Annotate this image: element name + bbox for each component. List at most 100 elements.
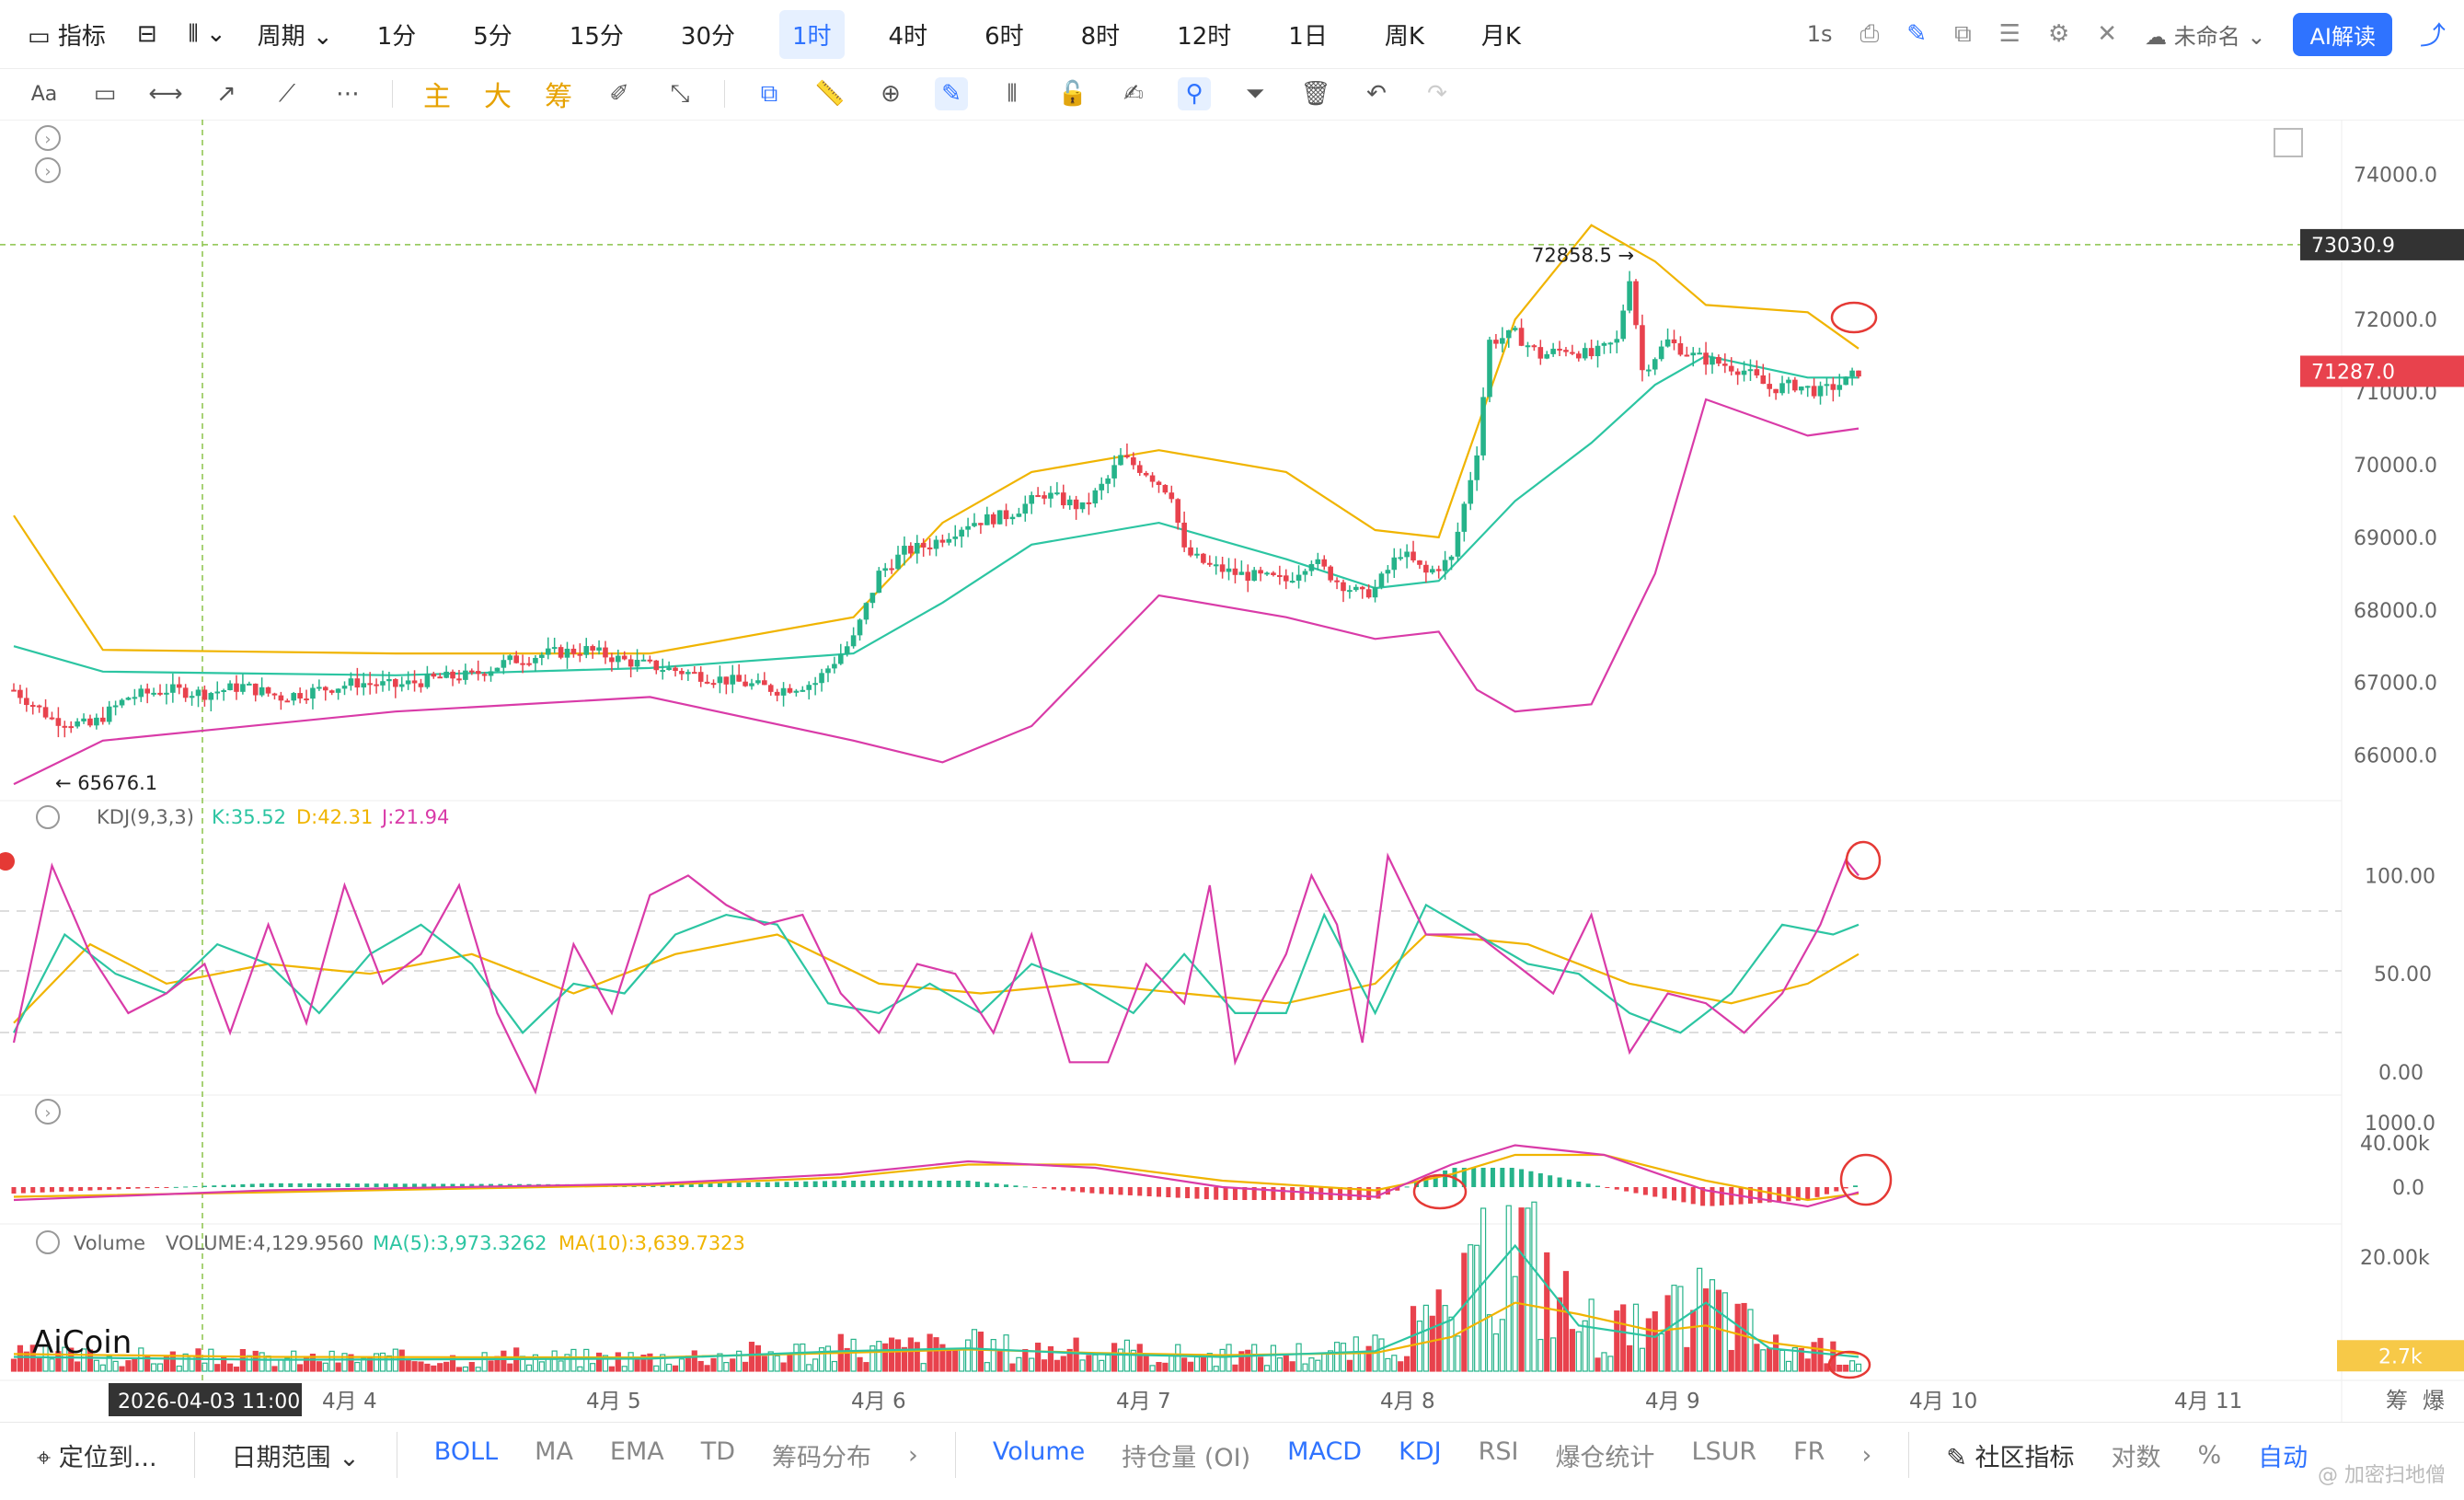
main-indicator-0[interactable]: BOLL xyxy=(433,1437,499,1466)
volume-bar xyxy=(959,1349,965,1372)
measure-icon[interactable]: ⤡ xyxy=(670,79,690,108)
camera-icon[interactable]: ⎙ xyxy=(1860,19,1880,48)
list-icon[interactable]: ☰ xyxy=(1998,20,2021,48)
sub-indicator-5[interactable]: 爆仓统计 xyxy=(1555,1443,1655,1472)
chart-type-icon[interactable]: ⫴ ⌄ xyxy=(188,19,226,48)
zoom-icon[interactable]: ⊕ xyxy=(881,80,901,108)
trash-icon[interactable]: 🗑 xyxy=(1300,80,1331,108)
trend-line-icon[interactable]: ⟋ xyxy=(278,79,296,108)
sub-indicator-0[interactable]: Volume xyxy=(992,1437,1086,1466)
candle-body xyxy=(1843,376,1848,386)
candle-body xyxy=(1213,564,1219,567)
gear-icon[interactable]: ⚙ xyxy=(2047,20,2070,48)
percent-toggle[interactable]: % xyxy=(2197,1440,2222,1470)
layout-name[interactable]: ☁ 未命名 ⌄ xyxy=(2145,23,2266,50)
redo-icon[interactable]: ↷ xyxy=(1427,80,1447,108)
period-dropdown[interactable]: 周期 ⌄ xyxy=(257,22,333,51)
fullscreen-icon[interactable] xyxy=(2274,128,2303,157)
collapse-icon[interactable]: › xyxy=(35,125,61,151)
main-indicator-4[interactable]: 筹码分布 xyxy=(772,1443,872,1472)
ai-explain-button[interactable]: AI解读 xyxy=(2293,12,2392,56)
candlestick-chart[interactable]: › › › 74000.073000.072000.071000.070000.… xyxy=(0,120,2464,1422)
period-2[interactable]: 15分 xyxy=(569,22,624,51)
period-9[interactable]: 1日 xyxy=(1288,22,1328,51)
sub-indicator-4[interactable]: RSI xyxy=(1478,1437,1519,1466)
more-main-icon[interactable]: › xyxy=(908,1440,918,1470)
volume-bar xyxy=(316,1361,322,1372)
more-tools-icon[interactable]: ⋯ xyxy=(336,80,360,108)
share-icon[interactable]: ⤴ xyxy=(2419,20,2446,51)
sub-indicator-3[interactable]: KDJ xyxy=(1399,1437,1442,1466)
kdj-title: KDJ(9,3,3) xyxy=(97,806,194,828)
kdj-tick: 100.00 xyxy=(2365,865,2435,888)
more-sub-icon[interactable]: › xyxy=(1861,1440,1872,1470)
ray-tool-icon[interactable]: ↗ xyxy=(216,80,236,108)
candle-body xyxy=(1066,499,1073,506)
last-price-box xyxy=(2300,355,2464,387)
sub-indicator-2[interactable]: MACD xyxy=(1287,1437,1363,1466)
period-3[interactable]: 30分 xyxy=(680,22,735,51)
main-indicator-3[interactable]: TD xyxy=(700,1437,736,1466)
community-indicator-button[interactable]: ✎ 社区指标 xyxy=(1946,1443,2075,1472)
lock-icon[interactable]: 🔓 xyxy=(1057,80,1088,108)
volume-bar xyxy=(876,1341,882,1372)
collapse-icon[interactable]: › xyxy=(35,157,61,183)
period-11[interactable]: 月K xyxy=(1480,22,1521,51)
main-force-button[interactable]: 主 xyxy=(423,81,451,113)
copy-icon[interactable]: ⧉ xyxy=(760,79,778,108)
period-4[interactable]: 1时 xyxy=(779,9,845,59)
indicator-button[interactable]: ▭ 指标 xyxy=(28,22,106,51)
pencil-icon[interactable]: ✎ xyxy=(1906,20,1928,48)
brush-icon[interactable]: ✎ xyxy=(935,77,968,110)
volume-bar xyxy=(691,1350,697,1372)
horizontal-line-icon[interactable]: ⟷ xyxy=(148,80,183,108)
refresh-interval[interactable]: 1s xyxy=(1806,21,1833,47)
candle-body xyxy=(717,676,723,684)
period-8[interactable]: 12时 xyxy=(1177,22,1232,51)
sub-indicator-6[interactable]: LSUR xyxy=(1691,1437,1757,1466)
macd-histogram-bar xyxy=(812,1181,818,1187)
crosshair-price-box xyxy=(2300,228,2464,260)
big-order-button[interactable]: 大 xyxy=(484,81,512,113)
volume-bar xyxy=(151,1363,157,1372)
candle-body xyxy=(1391,557,1398,571)
candle-body xyxy=(920,542,927,548)
collapse-icon[interactable]: ✕ xyxy=(2097,20,2118,48)
sub-indicator-7[interactable]: FR xyxy=(1793,1437,1825,1466)
auto-toggle[interactable]: 自动 xyxy=(2258,1443,2309,1472)
collapse-icon[interactable]: › xyxy=(35,1099,61,1125)
period-0[interactable]: 1分 xyxy=(376,22,417,51)
main-indicator-2[interactable]: EMA xyxy=(609,1437,664,1466)
main-indicator-1[interactable]: MA xyxy=(535,1437,573,1466)
undo-icon[interactable]: ↶ xyxy=(1366,80,1387,108)
candle-body xyxy=(1054,492,1060,495)
candle-body xyxy=(1308,563,1315,571)
draw-icon[interactable]: ✐ xyxy=(609,80,629,108)
note-icon[interactable]: ✍ xyxy=(1123,80,1144,108)
magnet-icon[interactable]: ⚲ xyxy=(1178,77,1211,110)
sub-indicator-1[interactable]: 持仓量 (OI) xyxy=(1122,1443,1251,1472)
period-6[interactable]: 6时 xyxy=(984,22,1024,51)
macd-histogram-bar xyxy=(288,1183,294,1187)
log-toggle[interactable]: 对数 xyxy=(2111,1443,2161,1472)
chip-button[interactable]: 筹 xyxy=(545,81,572,113)
date-range-dropdown[interactable]: 日期范围 ⌄ xyxy=(231,1443,360,1472)
layout-icon[interactable]: ⊟ xyxy=(136,20,157,48)
bars-icon[interactable]: ⫴ xyxy=(1007,79,1018,108)
rectangle-tool-icon[interactable]: ▭ xyxy=(93,80,117,108)
text-tool-icon[interactable]: Aa xyxy=(30,82,58,106)
filter-icon[interactable]: ⏷ xyxy=(1245,79,1265,108)
period-5[interactable]: 4时 xyxy=(888,22,928,51)
ruler-icon[interactable]: 📏 xyxy=(814,80,846,108)
volume-bar xyxy=(914,1342,920,1372)
candle-body xyxy=(1455,531,1461,557)
locate-button[interactable]: ⌖ 定位到... xyxy=(37,1443,157,1472)
macd-histogram-bar xyxy=(1853,1185,1859,1187)
period-7[interactable]: 8时 xyxy=(1080,22,1121,51)
candle-body xyxy=(1302,571,1308,575)
volume-bar xyxy=(774,1355,780,1372)
candle-body xyxy=(1544,353,1550,359)
period-1[interactable]: 5分 xyxy=(473,22,512,51)
compare-icon[interactable]: ⧉ xyxy=(1954,19,1972,48)
period-10[interactable]: 周K xyxy=(1384,22,1424,51)
